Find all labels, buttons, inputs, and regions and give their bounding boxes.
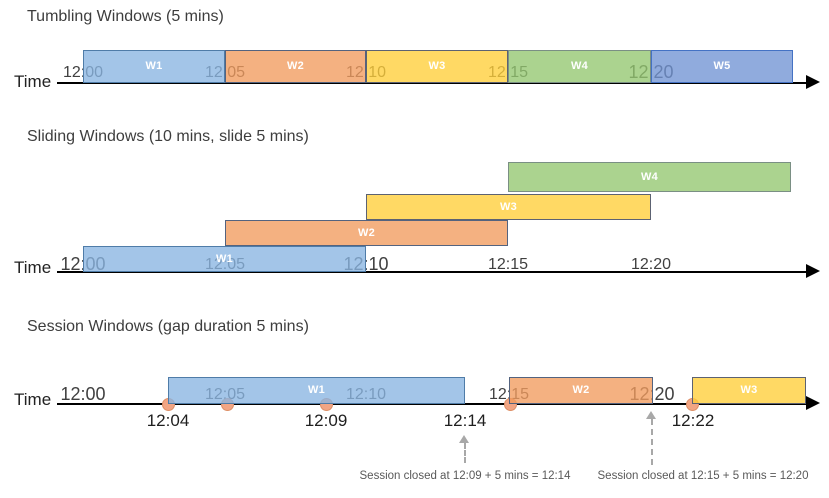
event-time-label: 12:14 xyxy=(443,411,487,430)
window-label: W2 xyxy=(357,227,376,239)
axis-arrowhead xyxy=(806,75,820,89)
window-label: W3 xyxy=(428,60,446,72)
section-title-sliding: Sliding Windows (10 mins, slide 5 mins) xyxy=(27,128,309,145)
tick-label: 12:20 xyxy=(630,256,672,273)
window-label: W1 xyxy=(215,253,234,265)
time-axis-label: Time xyxy=(14,390,52,409)
event-time-label: 12:04 xyxy=(146,411,190,430)
window-bar-w4 xyxy=(508,50,651,83)
window-label: W5 xyxy=(713,60,731,72)
window-bar-w4 xyxy=(508,162,791,192)
window-bar-w5 xyxy=(651,50,793,83)
time-axis-label: Time xyxy=(14,72,52,91)
window-bar-w2 xyxy=(509,377,653,404)
time-axis-line xyxy=(57,403,806,405)
event-time-label: 12:09 xyxy=(304,411,348,430)
window-label: W4 xyxy=(570,60,589,72)
window-bar-w1 xyxy=(168,377,465,404)
tick-label: 12:00 xyxy=(60,384,106,404)
tick-label: 12:15 xyxy=(487,256,529,273)
section-title-session: Session Windows (gap duration 5 mins) xyxy=(27,318,309,335)
window-label: W1 xyxy=(145,60,163,72)
annotation-arrow xyxy=(464,443,466,463)
annotation-text: Session closed at 12:09 + 5 mins = 12:14 xyxy=(359,470,571,482)
window-label: W2 xyxy=(572,384,590,396)
annotation-arrow-head xyxy=(646,411,656,419)
window-bar-w2 xyxy=(225,220,508,246)
window-label: W3 xyxy=(740,384,758,396)
section-title-tumbling: Tumbling Windows (5 mins) xyxy=(27,8,224,25)
window-bar-w3 xyxy=(366,194,651,220)
annotation-arrow-head xyxy=(459,435,469,443)
window-label: W2 xyxy=(286,60,305,72)
window-bar-w2 xyxy=(225,50,366,83)
window-bar-w3 xyxy=(692,377,806,404)
window-label: W3 xyxy=(499,201,518,213)
axis-arrowhead xyxy=(806,396,820,410)
event-time-label: 12:22 xyxy=(671,411,715,430)
window-bar-w3 xyxy=(366,50,508,83)
window-bar-w1 xyxy=(83,246,366,272)
time-axis-label: Time xyxy=(14,258,52,277)
axis-arrowhead xyxy=(806,264,820,278)
time-axis-line xyxy=(57,82,806,84)
window-label: W1 xyxy=(307,384,326,396)
window-bar-w1 xyxy=(83,50,225,83)
window-label: W4 xyxy=(640,171,659,183)
annotation-arrow xyxy=(651,419,653,465)
annotation-text: Session closed at 12:15 + 5 mins = 12:20 xyxy=(597,470,809,482)
time-axis-line xyxy=(57,271,806,273)
